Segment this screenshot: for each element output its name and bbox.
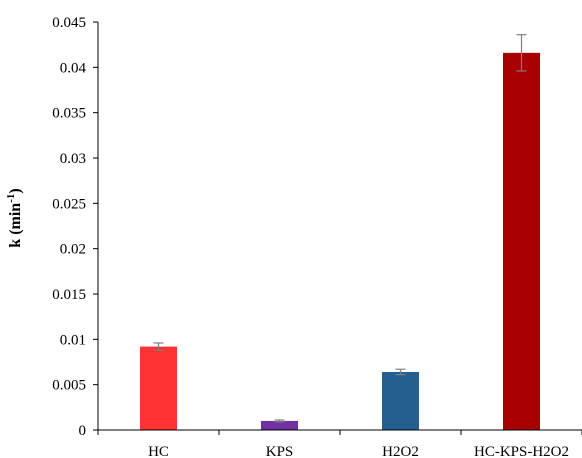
error-bar-kps <box>274 419 285 423</box>
y-tick-label: 0.045 <box>52 15 86 31</box>
bar-kps <box>261 420 298 430</box>
error-bar-h2o2 <box>395 368 406 376</box>
error-bar-hc <box>153 342 164 351</box>
y-axis-label-close: ) <box>7 188 24 193</box>
bar-hc-kps-h2o2 <box>503 52 540 431</box>
x-tick-label: HC-KPS-H2O2 <box>474 444 569 458</box>
y-tick-label: 0.005 <box>52 378 86 394</box>
error-bars <box>153 34 527 423</box>
y-axis-label: k (min-1) <box>5 188 24 247</box>
y-axis-label-superscript: -1 <box>5 194 17 203</box>
x-tick-label: KPS <box>266 444 294 458</box>
y-tick-label: 0.035 <box>52 106 86 122</box>
bar-h2o2 <box>382 371 419 430</box>
x-axis-tick-labels: HC KPS H2O2 HC-KPS-H2O2 <box>148 444 569 458</box>
bar-hc <box>140 346 177 430</box>
bars <box>140 52 540 431</box>
x-tick-label: HC <box>148 444 169 458</box>
y-axis-label-main: k (min <box>7 203 24 248</box>
y-tick-label: 0.04 <box>60 60 87 76</box>
y-axis-ticks: 0 0.005 0.01 0.015 0.02 0.025 0.03 0.035 0.04 0.0… <box>52 15 582 439</box>
y-tick-label: 0.015 <box>52 287 86 303</box>
x-tick-label: H2O2 <box>382 444 419 458</box>
y-tick-label: 0.01 <box>60 332 86 348</box>
y-tick-label: 0.03 <box>60 151 86 167</box>
error-bar-hc-kps-h2o2 <box>516 34 527 72</box>
y-tick-label: 0.025 <box>52 196 86 212</box>
y-tick-label: 0.02 <box>60 242 86 258</box>
y-tick-label: 0 <box>79 423 87 439</box>
